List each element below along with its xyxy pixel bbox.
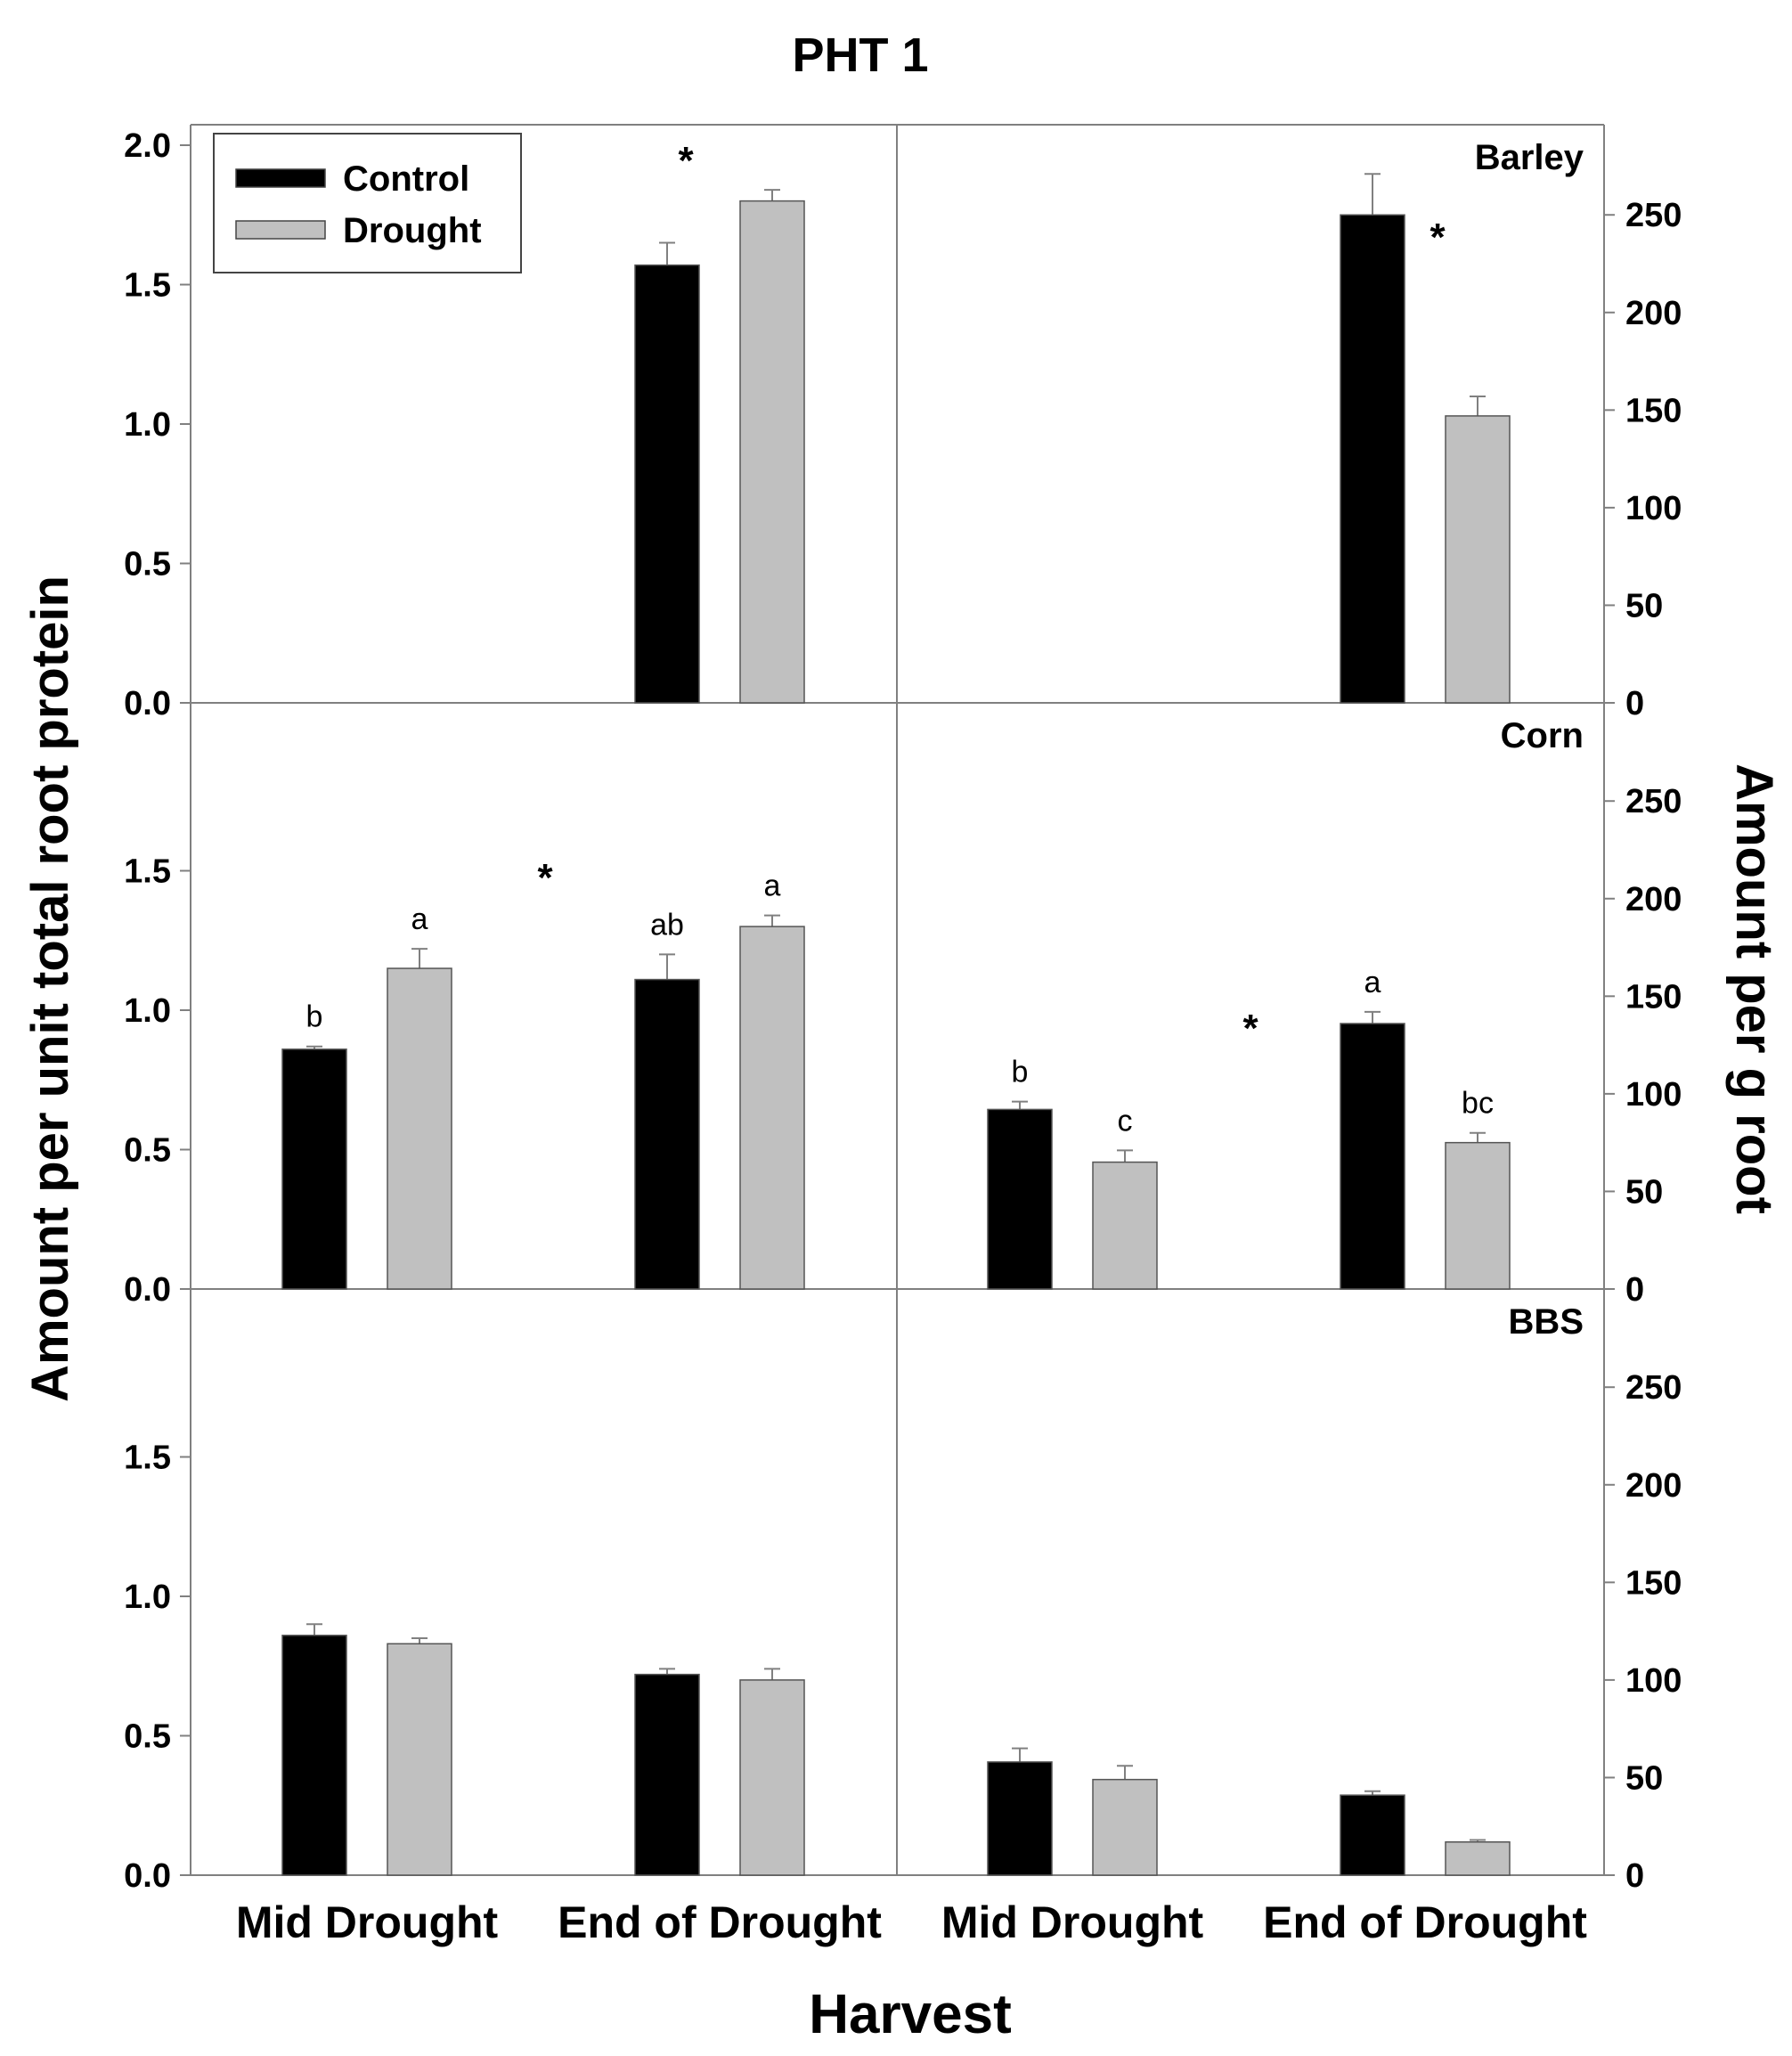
left-tick-label: 0.0 [124,1271,171,1309]
panel-label-corn: Corn [1501,716,1584,755]
drought-bar [387,967,452,1290]
control-significance-letter: ab [650,908,684,942]
right-tick-label: 100 [1625,1076,1682,1114]
drought-bar [1445,1841,1511,1876]
legend-swatch-drought [235,220,326,240]
left-tick-label: 1.5 [124,267,171,305]
right-tick-label: 150 [1625,1564,1682,1602]
chart-title: PHT 1 [792,29,928,82]
left-tick-label: 0.5 [124,1718,171,1756]
left-tick-label: 1.0 [124,406,171,444]
control-bar [634,264,700,704]
significance-star: * [1242,1007,1258,1050]
right-tick-label: 250 [1625,197,1682,234]
right-tick-label: 0 [1625,685,1644,722]
legend-label-drought: Drought [343,211,482,250]
right-tick-label: 200 [1625,295,1682,332]
significance-star: * [1430,216,1446,259]
drought-significance-letter: a [411,902,428,936]
drought-bar [1092,1161,1158,1290]
legend-box [213,133,522,273]
drought-bar [1092,1778,1158,1876]
control-significance-letter: a [1364,966,1381,999]
left-tick-label: 2.0 [124,127,171,165]
legend-swatch-control [235,168,326,188]
control-bar [1340,214,1405,704]
drought-significance-letter: c [1118,1104,1133,1138]
left-tick-label: 1.0 [124,1579,171,1616]
significance-star: * [537,856,553,900]
control-bar [987,1108,1053,1290]
drought-significance-letter: bc [1462,1087,1494,1121]
right-tick-label: 50 [1625,587,1663,624]
right-tick-label: 100 [1625,490,1682,527]
control-significance-letter: b [306,1000,323,1034]
drought-bar [1445,1141,1511,1290]
right-tick-label: 50 [1625,1759,1663,1797]
control-bar [1340,1794,1405,1876]
right-tick-label: 200 [1625,881,1682,918]
right-tick-label: 0 [1625,1271,1644,1309]
control-bar [634,978,700,1290]
category-label-2: End of Drought [558,1897,882,1947]
right-tick-label: 150 [1625,978,1682,1016]
control-bar [281,1635,347,1876]
right-tick-label: 250 [1625,1369,1682,1407]
left-tick-label: 0.5 [124,1132,171,1170]
control-bar [1340,1023,1405,1290]
left-tick-label: 0.0 [124,685,171,722]
drought-bar [739,926,805,1290]
right-tick-label: 0 [1625,1857,1644,1895]
right-tick-label: 250 [1625,783,1682,820]
panel-label-barley: Barley [1475,138,1584,177]
category-label-3: Mid Drought [941,1897,1204,1947]
x-axis-label: Harvest [809,1984,1011,2045]
control-bar [281,1048,347,1290]
y-axis-label-left: Amount per unit total root protein [21,575,79,1402]
left-tick-label: 1.5 [124,1440,171,1477]
panel-label-bbs: BBS [1509,1302,1584,1342]
drought-bar [739,1679,805,1876]
category-label-1: Mid Drought [236,1897,499,1947]
chart-marks: 0.0 0.5 1.0 1.5 2.0 0 50 100 150 200 250 Barley * * 0.… [124,124,1682,1895]
control-bar [634,1673,700,1876]
left-tick-label: 1.5 [124,853,171,891]
left-tick-label: 0.0 [124,1857,171,1895]
significance-star: * [678,139,694,183]
drought-significance-letter: a [764,869,781,903]
right-tick-label: 100 [1625,1662,1682,1700]
drought-bar [739,200,805,704]
left-tick-label: 1.0 [124,992,171,1030]
right-tick-label: 200 [1625,1467,1682,1505]
drought-bar [387,1643,452,1876]
y-axis-label-right: Amount per g root [1725,763,1783,1214]
category-label-4: End of Drought [1263,1897,1587,1947]
right-tick-label: 150 [1625,392,1682,429]
right-tick-label: 50 [1625,1173,1663,1211]
left-tick-label: 0.5 [124,546,171,583]
control-bar [987,1761,1053,1876]
legend-label-control: Control [343,159,469,199]
control-significance-letter: b [1012,1056,1029,1089]
drought-bar [1445,415,1511,704]
